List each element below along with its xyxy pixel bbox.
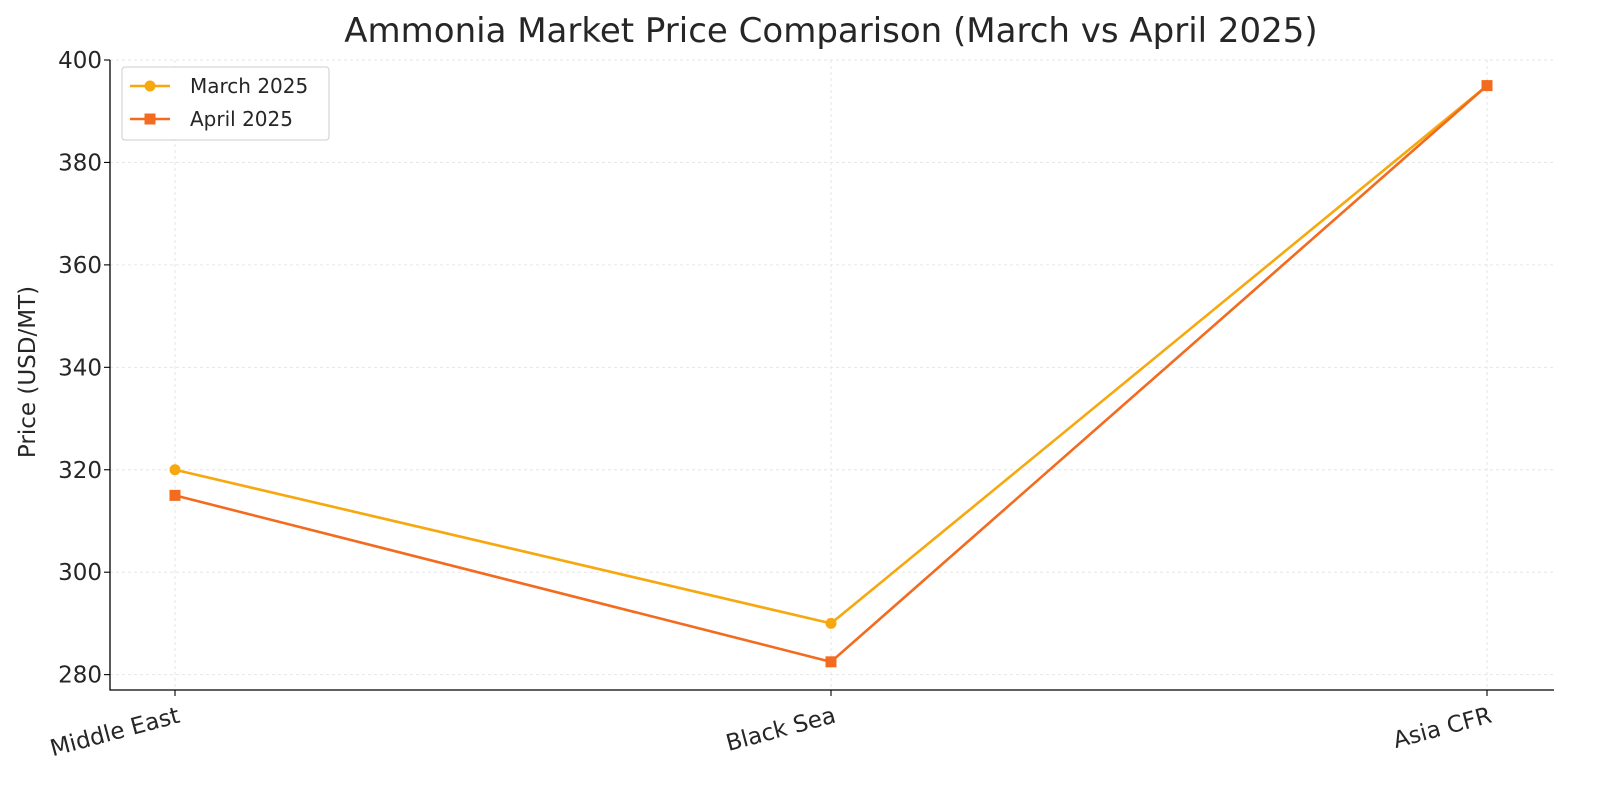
y-tick-label: 360 [58,253,102,279]
legend-frame [121,66,330,141]
data-point [825,656,837,668]
data-point [169,464,181,476]
data-point [1481,80,1493,92]
legend-label: March 2025 [190,74,308,98]
legend-marker [144,113,156,125]
y-tick-label: 300 [58,560,102,586]
chart-title: Ammonia Market Price Comparison (March v… [344,11,1317,51]
y-tick-label: 380 [58,150,102,176]
x-tick-label: Asia CFR [1390,703,1494,754]
y-axis-label: Price (USD/MT) [15,286,41,458]
data-point [825,617,837,629]
x-tick-label: Black Sea [723,703,838,757]
y-tick-label: 320 [58,458,102,484]
legend-marker [144,80,156,92]
x-tick-label: Middle East [47,703,182,763]
plot-spines [109,60,1554,691]
y-tick-label: 340 [58,355,102,381]
data-point [169,489,181,501]
x-ticks: Middle East Black Sea Asia CFR [47,690,1495,763]
y-tick-label: 400 [58,48,102,74]
grid [110,59,1554,690]
axes [109,60,1554,691]
series [169,80,1493,668]
legend-label: April 2025 [190,107,293,131]
y-ticks: 280 300 320 340 360 380 400 [58,48,110,689]
legend: March 2025 April 2025 [121,66,330,141]
y-tick-label: 280 [58,663,102,689]
